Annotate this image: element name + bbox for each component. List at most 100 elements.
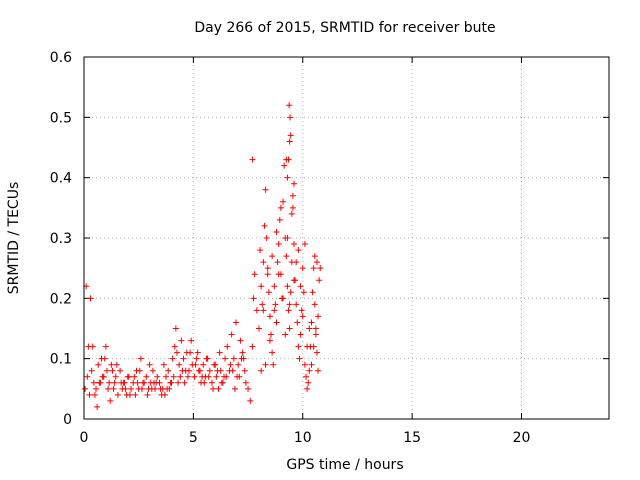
data-point <box>284 174 291 181</box>
data-point <box>250 295 257 302</box>
data-point <box>296 355 303 362</box>
data-point <box>313 349 320 356</box>
data-point <box>230 355 237 362</box>
data-point <box>305 379 312 386</box>
data-point <box>306 367 313 374</box>
y-tick-label: 0 <box>63 412 72 428</box>
data-point <box>271 283 278 290</box>
data-point <box>146 361 153 368</box>
data-point <box>287 132 294 139</box>
data-point <box>160 361 167 368</box>
data-point <box>289 192 296 199</box>
x-tick-label: 10 <box>294 430 312 446</box>
data-point <box>306 325 313 332</box>
data-point <box>249 156 256 163</box>
data-point <box>257 247 264 254</box>
data-point <box>258 367 265 374</box>
data-point <box>229 367 236 374</box>
data-point <box>288 210 295 217</box>
data-point <box>262 186 269 193</box>
data-point <box>235 361 242 368</box>
data-point <box>113 361 120 368</box>
data-point <box>96 379 103 386</box>
data-point <box>126 391 133 398</box>
data-point <box>286 138 293 145</box>
data-point <box>86 391 93 398</box>
data-point <box>317 265 324 272</box>
data-point <box>294 319 301 326</box>
data-point <box>165 367 172 374</box>
grid <box>84 57 609 419</box>
data-point <box>149 367 156 374</box>
data-point <box>180 355 187 362</box>
data-point <box>268 331 275 338</box>
data-point <box>260 307 267 314</box>
data-point <box>107 397 114 404</box>
data-point <box>234 373 241 380</box>
data-point <box>105 385 112 392</box>
data-point <box>295 247 302 254</box>
y-tick-label: 0.4 <box>50 171 72 187</box>
data-point <box>87 295 94 302</box>
series-srmtid <box>82 102 324 410</box>
data-point <box>264 271 271 278</box>
data-point <box>89 343 96 350</box>
data-point <box>108 361 115 368</box>
data-point <box>301 241 308 248</box>
data-point <box>103 367 110 374</box>
data-point <box>199 373 206 380</box>
data-point <box>291 277 297 284</box>
data-point <box>228 331 235 338</box>
data-point <box>260 259 267 266</box>
chart-title: Day 266 of 2015, SRMTID for receiver but… <box>194 20 495 36</box>
data-point <box>273 228 280 235</box>
data-point <box>196 367 203 374</box>
data-point <box>299 265 306 272</box>
data-point <box>272 301 279 308</box>
data-point <box>140 379 147 386</box>
data-point <box>111 379 118 386</box>
data-point <box>120 379 127 386</box>
data-point <box>308 319 315 326</box>
data-point <box>249 343 256 350</box>
data-point <box>161 391 168 398</box>
data-point <box>297 331 304 338</box>
data-point <box>271 307 278 314</box>
data-point <box>122 385 129 392</box>
ticks: 0 0.1 0.2 0.3 0.4 0.5 0.6 0 5 10 15 20 <box>50 50 609 446</box>
data-point <box>183 349 190 356</box>
data-point <box>284 235 291 241</box>
data-point <box>221 373 227 380</box>
data-point <box>261 222 268 229</box>
data-point <box>82 385 89 392</box>
data-point <box>90 379 97 386</box>
data-point <box>205 373 212 380</box>
data-point <box>287 289 294 296</box>
data-point <box>312 331 319 338</box>
data-point <box>274 259 281 266</box>
x-tick-label: 15 <box>403 430 421 446</box>
data-point <box>106 379 113 386</box>
data-point <box>275 241 282 248</box>
data-point <box>98 355 105 362</box>
data-point <box>112 373 119 380</box>
x-tick-label: 20 <box>513 430 531 446</box>
data-point <box>143 373 150 380</box>
data-point <box>193 355 200 362</box>
data-point <box>266 337 273 344</box>
data-point <box>175 379 182 386</box>
data-point <box>251 271 258 278</box>
data-point <box>200 361 207 368</box>
data-point <box>186 367 192 374</box>
x-axis-label: GPS time / hours <box>286 457 403 473</box>
data-point <box>269 349 276 356</box>
data-point <box>258 283 265 290</box>
data-point <box>308 361 315 368</box>
data-point <box>291 241 297 248</box>
data-point <box>285 307 292 314</box>
data-point <box>282 331 289 338</box>
data-point <box>264 265 271 272</box>
data-point <box>91 391 98 398</box>
data-point <box>177 373 184 380</box>
